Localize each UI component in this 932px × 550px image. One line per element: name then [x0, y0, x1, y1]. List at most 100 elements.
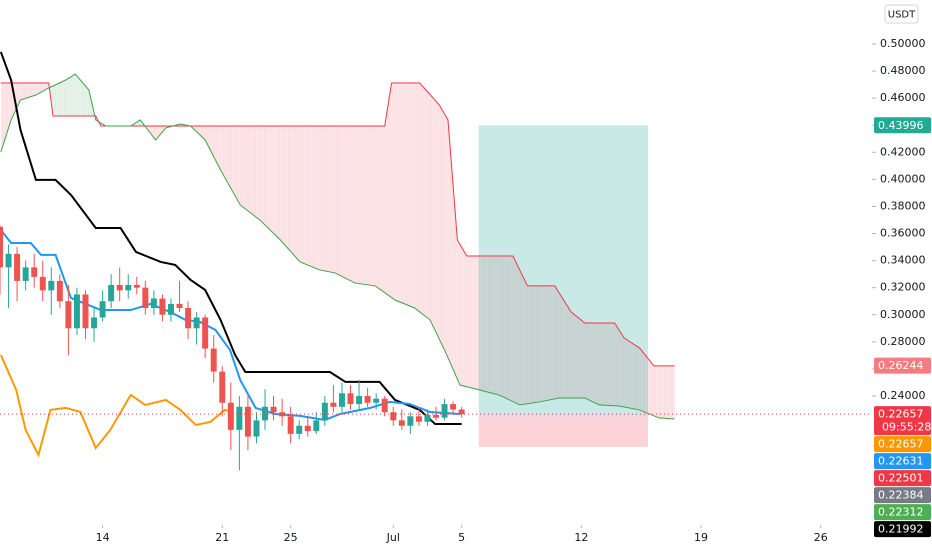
cloud-fill	[527, 285, 530, 404]
candle-body	[253, 420, 260, 437]
cloud-fill	[419, 82, 422, 314]
cloud-fill	[464, 251, 467, 387]
cloud-fill	[471, 256, 474, 389]
cloud-fill	[435, 100, 438, 335]
candle-body	[236, 406, 243, 430]
target-zone	[478, 125, 649, 417]
cloud-fill	[5, 82, 8, 136]
cloud-fill	[332, 126, 335, 273]
price-badge-label: 0.21992	[878, 523, 924, 536]
cloud-fill	[553, 285, 556, 400]
cloud-fill	[392, 82, 395, 300]
cloud-fill	[455, 218, 458, 380]
cloud-fill	[260, 126, 263, 223]
cloud-fill	[24, 82, 27, 99]
y-tick-label: 0.34000	[880, 254, 926, 267]
x-tick-label: 14	[96, 531, 110, 544]
cloud-fill	[445, 115, 448, 356]
cloud-fill	[84, 85, 87, 117]
cloud-fill	[525, 282, 528, 405]
cloud-fill	[313, 126, 316, 269]
cloud-fill	[411, 82, 414, 308]
cloud-fill	[16, 82, 19, 110]
candle-body	[219, 371, 226, 403]
price-badge	[874, 521, 931, 538]
cloud-fill	[291, 126, 294, 255]
price-badge-label: 0.22312	[878, 506, 924, 519]
candle-body	[424, 414, 431, 422]
cloud-fill	[457, 240, 460, 384]
cloud-fill	[55, 84, 58, 117]
cloud-fill	[67, 77, 70, 117]
cloud-fill	[477, 256, 480, 391]
cloud-fill	[45, 82, 48, 90]
candle-body	[287, 416, 294, 434]
cloud-fill	[60, 81, 63, 117]
cloud-fill	[366, 126, 369, 285]
cloud-fill	[592, 323, 595, 403]
candle-body	[91, 317, 98, 329]
cloud-fill	[631, 342, 634, 409]
currency-label: USDT	[888, 10, 916, 21]
cloud-fill	[542, 285, 545, 402]
cloud-fill	[551, 285, 554, 400]
stop-zone	[478, 416, 649, 447]
cloud-fill	[541, 285, 544, 402]
cloud-fill	[380, 126, 383, 291]
cloud-fill	[616, 325, 619, 406]
candle-body	[270, 406, 277, 413]
cloud-fill	[373, 126, 376, 286]
cloud-fill	[156, 126, 159, 139]
cloud-fill	[378, 126, 381, 290]
price-badge	[874, 504, 931, 521]
cloud-fill	[660, 365, 663, 419]
cloud-fill	[626, 339, 629, 408]
cloud-fill	[306, 126, 309, 266]
price-badge-label: 0.22631	[878, 455, 924, 468]
cloud-fill	[354, 126, 357, 284]
cloud-fill	[324, 126, 327, 272]
cloud-fill	[421, 84, 424, 315]
cloud-fill	[151, 126, 154, 137]
cloud-fill	[286, 126, 289, 249]
cloud-fill	[236, 126, 239, 202]
cloud-fill	[57, 83, 60, 117]
candle-body	[458, 409, 465, 415]
cloud-fill	[361, 126, 364, 285]
cloud-fill	[544, 285, 547, 401]
cloud-fill	[573, 313, 576, 399]
cloud-fill	[301, 126, 304, 264]
indicator-line	[0, 354, 233, 458]
candle-body	[22, 267, 29, 281]
cloud-fill	[43, 82, 46, 91]
cloud-fill	[339, 126, 342, 276]
cloud-fill	[537, 285, 540, 403]
cloud-fill	[4, 82, 7, 142]
cloud-fill	[72, 74, 75, 117]
cloud-fill	[277, 126, 280, 240]
cloud-fill	[590, 323, 593, 402]
cloud-fill	[257, 126, 260, 220]
x-tick-label: 25	[284, 531, 298, 544]
cloud-fill	[580, 319, 583, 399]
cloud-fill	[347, 126, 350, 281]
cloud-fill	[607, 323, 610, 406]
cloud-fill	[235, 126, 238, 199]
cloud-fill	[657, 365, 660, 418]
cloud-fill	[520, 271, 523, 405]
cloud-fill	[559, 294, 562, 399]
candle-body	[415, 416, 422, 422]
cloud-fill	[206, 126, 209, 145]
cloud-fill	[491, 256, 494, 394]
cloud-fill	[530, 285, 533, 404]
cloud-fill	[488, 256, 491, 393]
cloud-fill	[404, 82, 407, 305]
cloud-fill	[356, 126, 359, 284]
cloud-fill	[197, 126, 200, 135]
price-badge	[874, 487, 931, 504]
candle-body	[373, 398, 380, 403]
cloud-fill	[566, 305, 569, 399]
cloud-fill	[563, 299, 566, 399]
x-tick-label: 21	[215, 531, 229, 544]
